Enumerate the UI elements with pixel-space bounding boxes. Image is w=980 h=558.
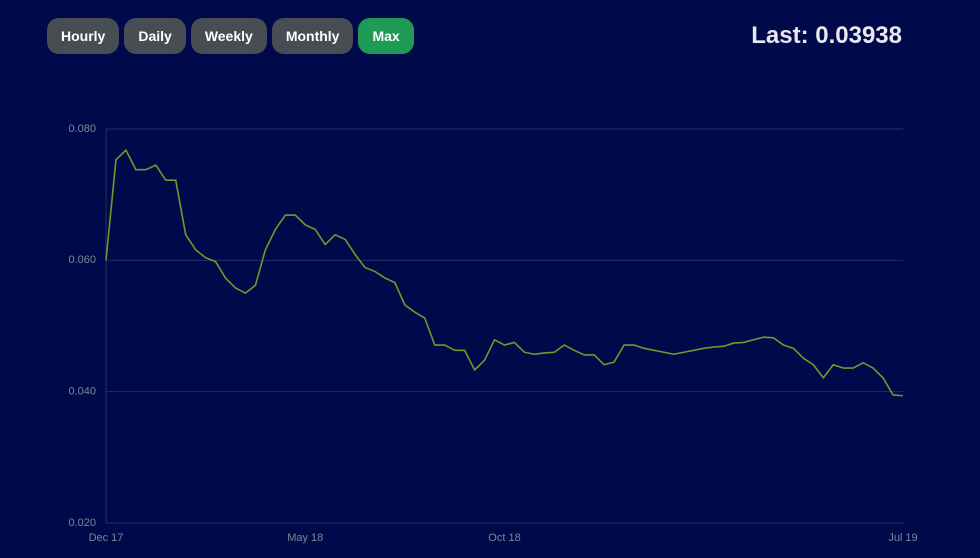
y-tick-label: 0.020 [68,517,96,529]
x-tick-label: Dec 17 [89,532,124,544]
range-buttons: Hourly Daily Weekly Monthly Max [47,18,414,54]
x-tick-label: Oct 18 [488,532,520,544]
range-button[interactable]: Weekly [190,18,267,54]
x-tick-label: May 18 [287,532,323,544]
range-button[interactable]: Max [358,18,414,54]
y-tick-label: 0.040 [68,386,96,398]
range-button[interactable]: Monthly [271,18,354,54]
x-tick-label: Jul 19 [888,532,917,544]
price-line [105,149,904,397]
y-tick-label: 0.080 [68,123,96,135]
y-tick-label: 0.060 [68,254,96,266]
last-price: Last: 0.03938 [751,22,902,49]
range-button[interactable]: Hourly [47,18,120,54]
range-button[interactable]: Daily [124,18,186,54]
